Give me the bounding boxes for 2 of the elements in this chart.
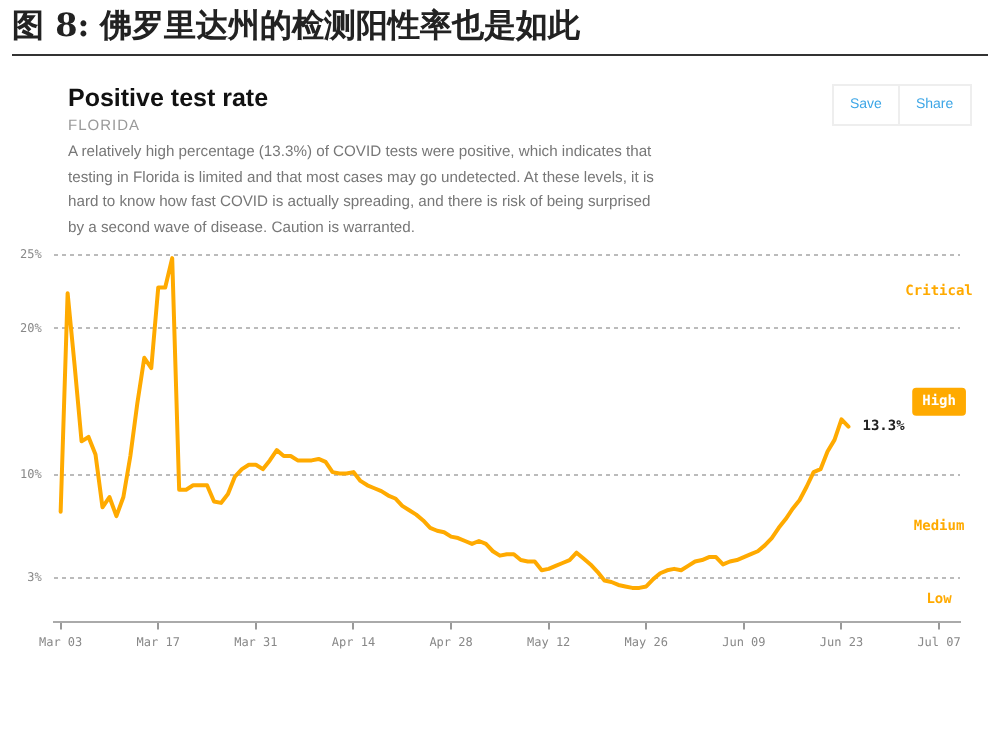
chart-title: 图 8: 佛罗里达州的检测阳性率也是如此	[12, 6, 988, 56]
chart-subtitle: Positive test rate	[68, 84, 269, 112]
